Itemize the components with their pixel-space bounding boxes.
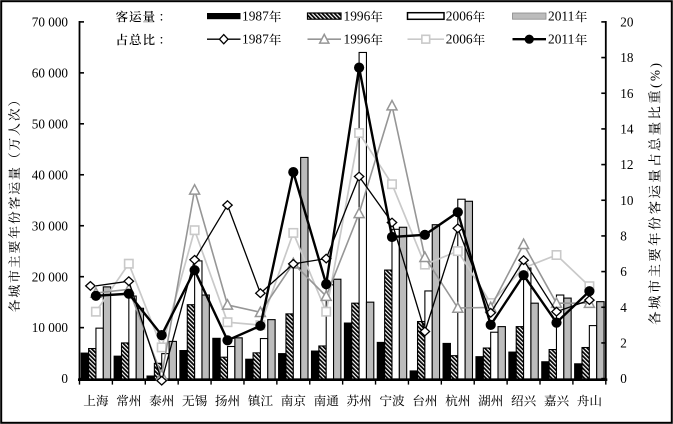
svg-text:18: 18 bbox=[620, 50, 634, 65]
svg-text:12: 12 bbox=[620, 157, 633, 172]
svg-text:0: 0 bbox=[620, 371, 627, 386]
svg-text:70 000: 70 000 bbox=[32, 15, 69, 30]
svg-text:30 000: 30 000 bbox=[32, 218, 69, 233]
svg-text:40 000: 40 000 bbox=[32, 167, 69, 182]
svg-text:1987: 1987 bbox=[242, 9, 269, 24]
svg-text:16: 16 bbox=[620, 86, 634, 101]
svg-text:0: 0 bbox=[61, 371, 68, 386]
svg-text:2: 2 bbox=[620, 336, 627, 351]
svg-text:6: 6 bbox=[620, 264, 627, 279]
svg-text:2011: 2011 bbox=[548, 9, 574, 24]
svg-text:1996: 1996 bbox=[344, 32, 371, 47]
svg-text:50 000: 50 000 bbox=[32, 116, 69, 131]
svg-text:1987: 1987 bbox=[242, 32, 269, 47]
svg-text:2011: 2011 bbox=[548, 32, 574, 47]
svg-text:10 000: 10 000 bbox=[32, 320, 69, 335]
svg-text:20: 20 bbox=[620, 15, 634, 30]
svg-text:14: 14 bbox=[620, 122, 634, 137]
svg-text:2006: 2006 bbox=[446, 32, 473, 47]
svg-text:8: 8 bbox=[620, 229, 627, 244]
svg-text:2006: 2006 bbox=[446, 9, 473, 24]
svg-text:20 000: 20 000 bbox=[32, 269, 69, 284]
svg-text:1996: 1996 bbox=[344, 9, 371, 24]
svg-text:60 000: 60 000 bbox=[32, 66, 69, 81]
svg-text:10: 10 bbox=[620, 193, 634, 208]
svg-text:4: 4 bbox=[620, 300, 627, 315]
